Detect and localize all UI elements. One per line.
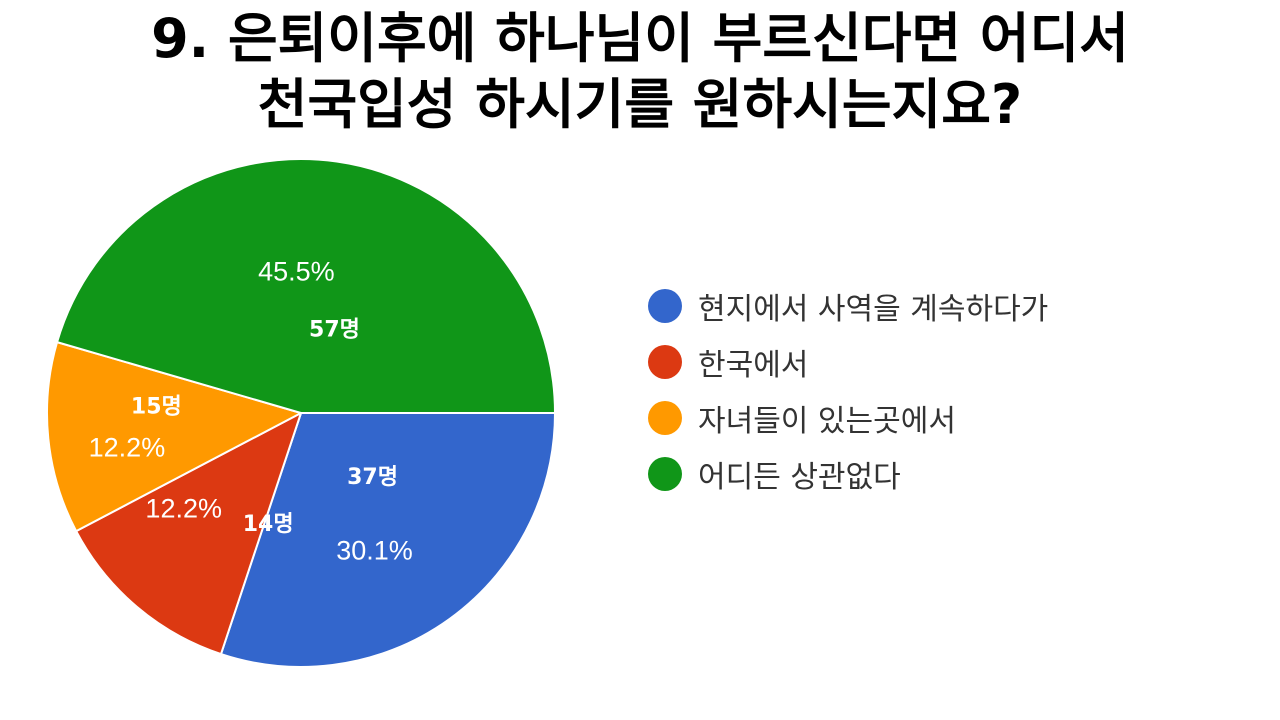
slice-count-label-1: 14명 [243, 512, 294, 537]
legend-label-1: 한국에서 [698, 348, 809, 383]
slice-percent-label-3: 45.5% [258, 257, 335, 287]
slice-count-label-2: 15명 [131, 394, 182, 419]
legend-dot-0 [648, 289, 682, 323]
pie-slice-0 [219, 412, 557, 668]
chart-title-line-2: 천국입성 하시기를 원하시는지요? [257, 73, 1023, 136]
slice-count-label-3: 57명 [309, 318, 360, 343]
legend-label-0: 현지에서 사역을 계속하다가 [698, 292, 1049, 327]
legend-item-0: 현지에서 사역을 계속하다가 [648, 278, 1048, 334]
slice-percent-label-0: 30.1% [336, 535, 413, 565]
legend-dot-3 [648, 457, 682, 491]
slice-count-label-0: 37명 [347, 465, 398, 490]
chart-title: 9. 은퇴이후에 하나님이 부르신다면 어디서 천국입성 하시기를 원하시는지요… [0, 6, 1280, 138]
chart-legend: 현지에서 사역을 계속하다가 한국에서 자녀들이 있는곳에서 어디든 상관없다 [648, 278, 1048, 502]
legend-dot-2 [648, 401, 682, 435]
chart-title-line-1: 9. 은퇴이후에 하나님이 부르신다면 어디서 [151, 7, 1129, 70]
legend-dot-1 [648, 345, 682, 379]
legend-item-1: 한국에서 [648, 334, 1048, 390]
slice-percent-label-1: 12.2% [145, 493, 222, 523]
legend-label-2: 자녀들이 있는곳에서 [698, 404, 956, 439]
legend-item-3: 어디든 상관없다 [648, 446, 1048, 502]
pie-slice-2 [46, 340, 304, 533]
slice-percent-label-2: 12.2% [89, 432, 166, 462]
pie-slice-1 [74, 410, 303, 656]
pie-slice-3 [55, 158, 557, 414]
legend-item-2: 자녀들이 있는곳에서 [648, 390, 1048, 446]
legend-label-3: 어디든 상관없다 [698, 460, 901, 495]
